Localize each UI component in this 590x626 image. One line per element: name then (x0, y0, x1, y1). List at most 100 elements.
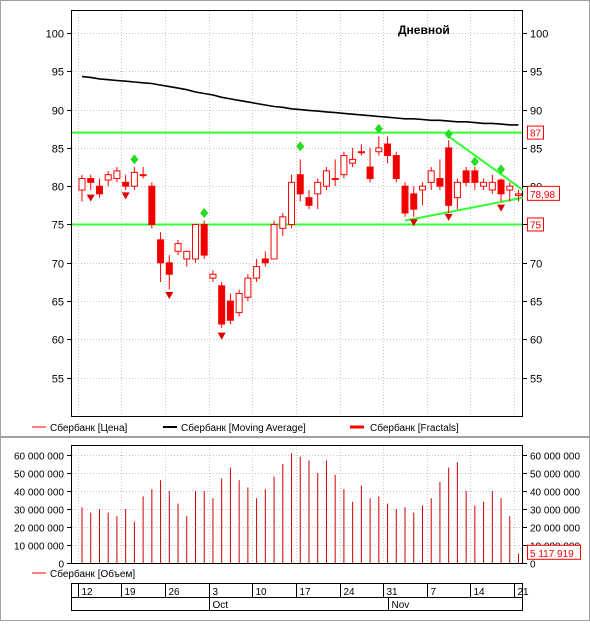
volume-tick-label-left: 30 000 000 (14, 506, 64, 517)
price-tick-label-right: 100 (530, 29, 548, 41)
candle-body-down (218, 285, 226, 325)
fractal-up-marker (130, 154, 139, 165)
candle-body-up (314, 181, 322, 195)
candle-body-down (462, 170, 470, 183)
candle-body-up (453, 181, 461, 199)
volume-tick-label-left: 50 000 000 (14, 470, 64, 481)
candle-body-down (165, 262, 173, 275)
candle-body-down (392, 155, 400, 180)
trendline-1 (404, 196, 524, 222)
date-label: 12 (82, 587, 94, 598)
candle-body-up (506, 185, 514, 191)
price-tick-label-left: 100 (46, 29, 64, 41)
date-axis-labels: 12 19 26 3 10 17 24 31 7 14 21 Oct Nov (78, 584, 530, 611)
candle-body-up (104, 174, 112, 181)
candle-body-up (279, 216, 287, 229)
trendline-0 (448, 135, 524, 191)
price-y-axis-left: 55 60 65 70 75 80 85 90 95 100 (46, 29, 71, 386)
date-label: 10 (256, 587, 268, 598)
price-tick-label-left: 70 (52, 259, 64, 271)
fractal-up-marker (444, 129, 453, 140)
candle-body-up (322, 170, 330, 187)
fractal-down-marker (444, 213, 453, 221)
price-tick-label-left: 80 (52, 182, 64, 194)
candle-body-up (375, 147, 383, 153)
candle-body-up (349, 158, 357, 164)
candle-body-down (200, 223, 208, 256)
month-label: Nov (392, 600, 410, 611)
candle-body-down (384, 143, 392, 157)
date-label: 19 (125, 587, 137, 598)
last-volume-box (527, 544, 581, 560)
price-legend: Сбербанк [Цена] Сбербанк [Moving Average… (32, 422, 459, 434)
fractal-up-marker (470, 156, 479, 167)
candle-body-down (436, 178, 444, 187)
volume-tick-label-right: 0 (530, 560, 536, 571)
price-tick-label-right: 90 (530, 106, 542, 118)
legend-volume-label: Сбербанк [Объем] (50, 568, 135, 580)
date-label: 21 (518, 587, 530, 598)
date-label: 7 (431, 587, 437, 598)
candle-body-up (288, 181, 296, 225)
volume-plot-area (71, 445, 523, 564)
fractal-layer (86, 123, 506, 340)
candle-body-up (357, 151, 365, 154)
level-tag-87: 87 (530, 129, 542, 140)
price-tick-label-left: 65 (52, 297, 64, 309)
price-plot-area (71, 10, 523, 417)
legend-price-label: Сбербанк [Цена] (50, 422, 128, 434)
candle-body-up (253, 266, 261, 279)
price-tick-label-left: 55 (52, 374, 64, 386)
fractal-up-marker (497, 164, 506, 175)
volume-tick-label-left: 20 000 000 (14, 524, 64, 535)
candle-body-up (488, 181, 496, 191)
candle-body-down (471, 170, 479, 183)
last-price-label: 78,98 (530, 190, 555, 201)
volume-tick-label-left: 10 000 000 (14, 542, 64, 553)
fractal-down-marker (217, 332, 226, 340)
price-tick-label-right: 85 (530, 144, 542, 156)
price-tick-label-right: 70 (530, 259, 542, 271)
candlestick-layer (78, 136, 522, 328)
trendline-layer (404, 135, 524, 222)
price-tick-label-left: 60 (52, 335, 64, 347)
price-tick-label-left: 75 (52, 220, 64, 232)
candle-body-down (401, 185, 409, 214)
candle-body-up (244, 277, 252, 298)
candle-body-up (340, 155, 348, 176)
candle-body-up (515, 193, 522, 196)
candle-body-down (148, 185, 156, 225)
candle-body-down (87, 178, 95, 183)
volume-tick-label-right: 50 000 000 (530, 470, 580, 481)
candle-body-down (366, 166, 374, 180)
candle-body-down (261, 258, 269, 264)
volume-y-axis-left: 0 10 000 000 20 000 000 30 000 000 40 000 00… (14, 452, 71, 571)
volume-tick-label-right: 40 000 000 (530, 488, 580, 499)
fractal-down-marker (165, 291, 174, 299)
candle-body-up (427, 170, 435, 183)
volume-tag: 5 117 919 (527, 544, 581, 560)
legend-fractals-label: Сбербанк [Fractals] (370, 422, 459, 434)
candle-body-down (122, 181, 130, 187)
date-label: 17 (300, 587, 312, 598)
price-tags: 87 75 78,98 (527, 125, 560, 232)
volume-legend: Сбербанк [Объем] (32, 568, 135, 580)
candle-body-up (480, 181, 488, 187)
level-tag-box-87 (527, 125, 544, 140)
volume-grid (72, 446, 522, 563)
legend-ma-label: Сбербанк [Moving Average] (181, 422, 306, 434)
candle-body-up (174, 243, 182, 252)
volume-tick-label-right: 60 000 000 (530, 452, 580, 463)
price-tick-label-right: 60 (530, 335, 542, 347)
candle-body-down (497, 179, 505, 195)
candle-body-down (95, 185, 103, 195)
candle-body-down (305, 197, 313, 206)
volume-tick-label-left: 60 000 000 (14, 452, 64, 463)
chart-title: Дневной (398, 23, 450, 37)
price-tick-label-left: 85 (52, 144, 64, 156)
date-label: 24 (344, 587, 356, 598)
fractal-down-marker (121, 192, 130, 200)
moving-average-layer (81, 75, 519, 126)
date-label: 31 (387, 587, 399, 598)
